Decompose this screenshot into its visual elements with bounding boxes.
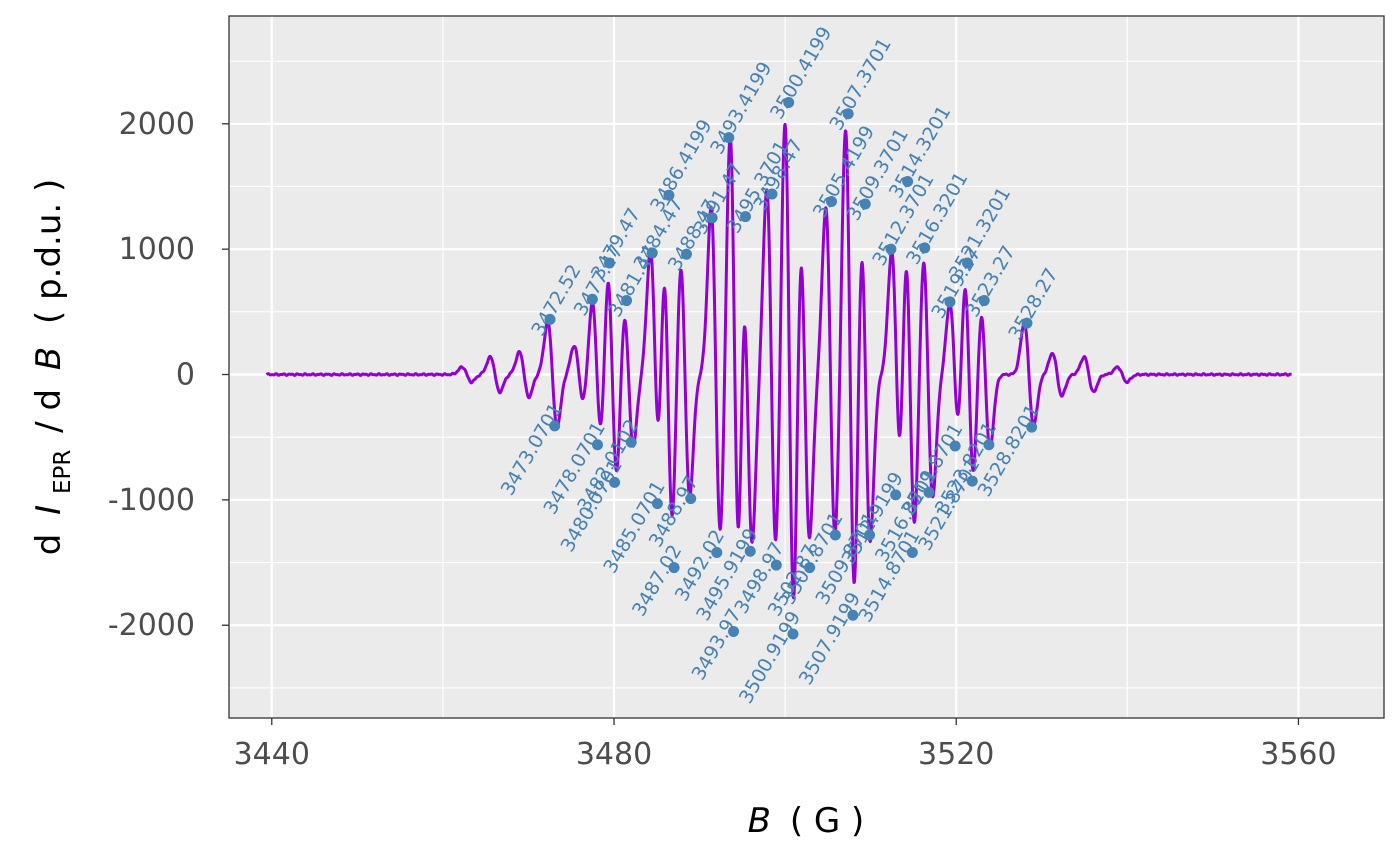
peak-max-point	[544, 313, 556, 325]
peak-max-point	[978, 295, 990, 307]
y-tick-label: 1000	[119, 232, 195, 267]
peak-min-point	[923, 486, 935, 498]
peak-max-point	[723, 132, 735, 144]
spectrum-line	[265, 122, 1293, 600]
peak-max-point	[1021, 317, 1033, 329]
peak-min-point	[625, 436, 637, 448]
peak-min-point	[685, 493, 697, 505]
peak-min-point	[890, 489, 902, 501]
y-tick-label: 0	[176, 358, 195, 393]
peak-min-point	[864, 529, 876, 541]
y-axis-title: d I EPR / d B ( p.d.u. )	[29, 179, 79, 556]
peak-min-point	[829, 529, 841, 541]
peak-max-point	[680, 248, 692, 260]
x-tick-labels: 3440 3480 3520 3560	[234, 737, 1337, 772]
peak-max-point	[919, 242, 931, 254]
peak-max-point	[842, 108, 854, 120]
peak-min-point	[609, 476, 621, 488]
y-tick-label: -1000	[108, 483, 195, 518]
x-axis-title: B ( G )	[748, 801, 865, 841]
peak-max-point	[766, 188, 778, 200]
peak-max-point	[783, 96, 795, 108]
peak-max-point	[885, 243, 897, 255]
peak-max-point	[621, 295, 633, 307]
peak-max-point	[706, 212, 718, 224]
peak-min-point	[591, 439, 603, 451]
peak-max-point	[962, 257, 974, 269]
plot-panel	[229, 16, 1384, 718]
peak-max-point	[586, 293, 598, 305]
peak-min-point	[1026, 421, 1038, 433]
peak-max-point	[859, 198, 871, 210]
peak-min-point	[770, 559, 782, 571]
peak-min-point	[744, 545, 756, 557]
peak-max-point	[646, 247, 658, 259]
y-tick-label: -2000	[108, 608, 195, 643]
x-tick-label: 3480	[576, 737, 652, 772]
peak-max-point	[603, 257, 615, 269]
peak-min-point	[804, 562, 816, 574]
peak-min-point	[949, 440, 961, 452]
peak-points	[544, 96, 1038, 640]
peak-min-point	[549, 420, 561, 432]
peak-min-point	[728, 626, 740, 638]
peak-min-point	[711, 547, 723, 559]
peak-min-point	[668, 562, 680, 574]
peak-min-point	[787, 628, 799, 640]
grid-major	[229, 16, 1384, 718]
peak-max-point	[663, 189, 675, 201]
peak-max-point	[739, 211, 751, 223]
peak-max-point	[902, 175, 914, 187]
peak-max-point	[944, 296, 956, 308]
plot-border	[228, 15, 1385, 719]
y-tick-labels: -2000 -1000 0 1000 2000	[108, 107, 195, 643]
peak-min-point	[651, 498, 663, 510]
series-layer	[265, 122, 1293, 600]
y-tick-label: 2000	[119, 107, 195, 142]
peak-min-point	[983, 439, 995, 451]
x-tick-label: 3520	[918, 737, 994, 772]
peak-min-point	[847, 609, 859, 621]
peak-min-point	[906, 547, 918, 559]
x-tick-label: 3560	[1260, 737, 1336, 772]
peak-max-point	[825, 196, 837, 208]
peak-min-point	[966, 475, 978, 487]
x-tick-label: 3440	[234, 737, 310, 772]
axis-ticks	[222, 123, 1300, 725]
